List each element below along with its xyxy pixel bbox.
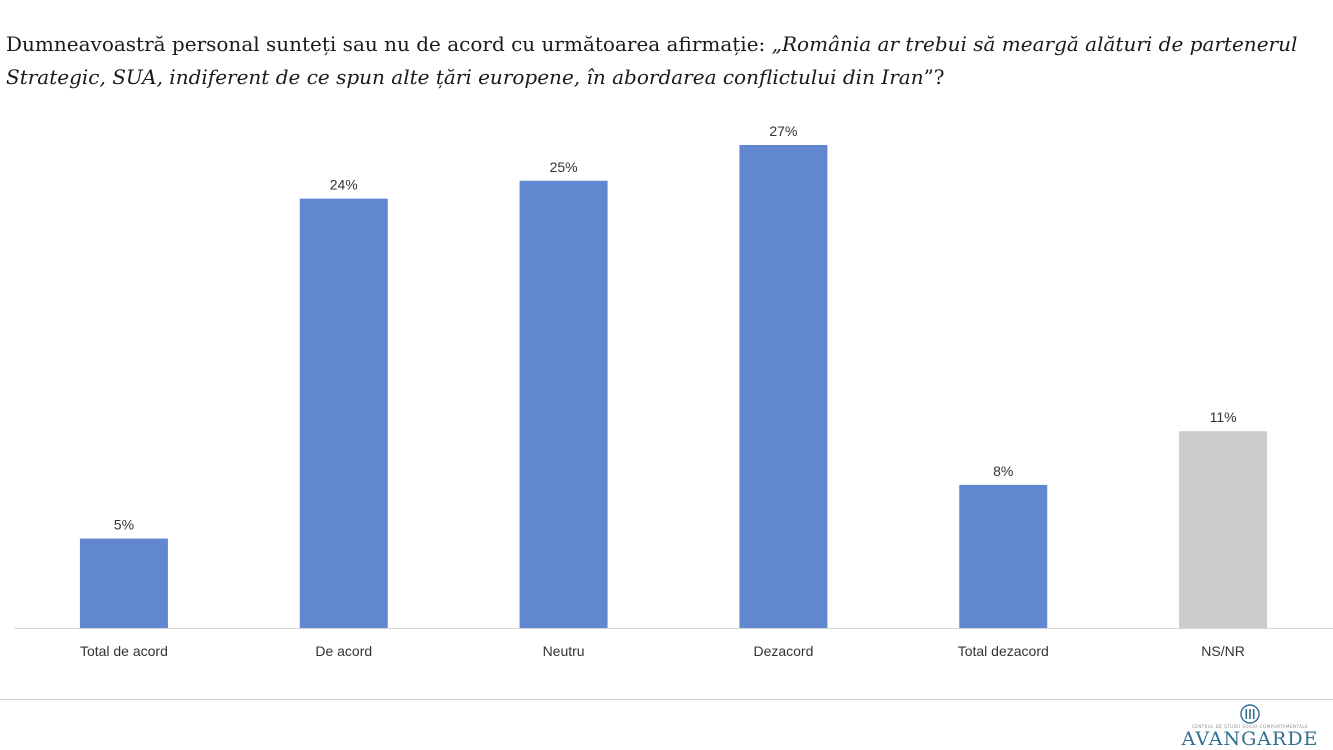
- bar-total-dezacord: [959, 484, 1048, 628]
- value-label-ns-nr: 11%: [1210, 409, 1237, 425]
- bar-de-acord: [299, 198, 388, 628]
- bar-total-de-acord: [79, 538, 168, 628]
- bar-neutru: [519, 180, 608, 628]
- bar-chart: 5% Total de acord 24% De acord 25% Neutru 27% D…: [14, 123, 1333, 659]
- logo-text: AVANGARDE: [1181, 728, 1319, 750]
- bar-dezacord: [739, 145, 828, 628]
- avangarde-logo-icon: [1240, 704, 1260, 724]
- logo-subtitle: CENTRUL DE STUDII SOCIO-COMPORTAMENTALE: [1191, 724, 1309, 729]
- value-label-total-de-acord: 5%: [114, 517, 134, 533]
- avangarde-logo: CENTRUL DE STUDII SOCIO-COMPORTAMENTALE …: [1175, 704, 1325, 750]
- value-label-de-acord: 24%: [330, 177, 358, 193]
- category-label-total-de-acord: Total de acord: [80, 643, 168, 659]
- category-label-dezacord: Dezacord: [753, 643, 813, 659]
- category-label-total-dezacord: Total dezacord: [958, 643, 1049, 659]
- value-label-total-dezacord: 8%: [993, 463, 1013, 479]
- value-label-neutru: 25%: [550, 159, 578, 175]
- value-label-dezacord: 27%: [769, 123, 797, 139]
- category-label-ns-nr: NS/NR: [1201, 643, 1245, 659]
- chart-title: Dumneavoastră personal sunteți sau nu de…: [6, 28, 1326, 94]
- footer-divider: [0, 699, 1333, 700]
- bar-ns-nr: [1179, 431, 1268, 628]
- title-quote: „România ar trebui să meargă alături de …: [6, 32, 1298, 89]
- title-suffix: ”?: [923, 65, 945, 89]
- category-label-de-acord: De acord: [315, 643, 372, 659]
- category-label-neutru: Neutru: [543, 643, 585, 659]
- title-prefix: Dumneavoastră personal sunteți sau nu de…: [6, 32, 772, 56]
